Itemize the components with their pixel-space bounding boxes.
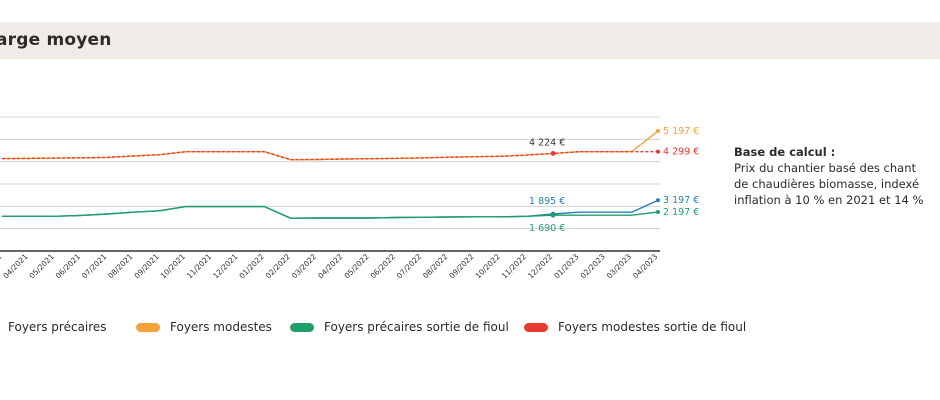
calculation-basis-note: Base de calcul : Prix du chantier basé d… [734, 144, 940, 208]
legend-label-modestes-fioul: Foyers modestes sortie de fioul [558, 320, 747, 334]
x-tick-label: 03/2022 [290, 252, 319, 281]
series-end-point [656, 128, 660, 133]
x-tick-label: 08/2022 [421, 252, 450, 281]
legend-label-precaires-fioul: Foyers précaires sortie de fioul [324, 320, 509, 334]
legend-label-modestes: Foyers modestes [170, 320, 272, 334]
calculation-basis-line-1: Prix du chantier basé des chant [734, 161, 917, 175]
section-title: arge moyen [0, 30, 112, 50]
x-tick-label: 11/2021 [185, 252, 214, 281]
legend-swatch-modestes [136, 322, 160, 332]
calculation-basis-line-2: de chaudières biomasse, indexé [734, 177, 920, 191]
x-tick-label: 01/2023 [552, 252, 581, 281]
legend-swatch-modestes-fioul [524, 322, 548, 332]
x-tick-label: 10/2022 [474, 252, 503, 281]
series-end-label: 3 197 € [663, 195, 699, 206]
annotation-marker [550, 212, 556, 218]
annotation-label: 4 224 € [529, 137, 565, 148]
legend-item-modestes: Foyers modestes [136, 320, 272, 334]
x-tick-label: 07/2021 [80, 252, 109, 281]
line-chart: 03/202104/202105/202106/202107/202108/20… [0, 116, 699, 281]
x-tick-label: 05/2022 [342, 252, 371, 281]
legend-item-modestes-fioul: Foyers modestes sortie de fioul [524, 320, 746, 334]
calculation-basis-title: Base de calcul : [734, 145, 836, 159]
x-tick-label: 05/2021 [27, 252, 56, 281]
x-tick-label: 08/2021 [106, 252, 135, 281]
chart-legend: Foyers précaires Foyers modestes Foyers … [0, 320, 940, 340]
calculation-basis-line-3: inflation à 10 % en 2021 et 14 % [734, 193, 924, 207]
legend-label-precaires: Foyers précaires [8, 320, 107, 334]
series-end-label: 2 197 € [663, 207, 699, 218]
x-tick-label: 03/2023 [605, 252, 634, 281]
series-line [2, 205, 659, 219]
x-tick-label: 12/2021 [211, 252, 240, 281]
x-tick-label: 04/2022 [316, 252, 345, 281]
x-tick-label: 12/2022 [526, 252, 555, 281]
x-tick-label: 11/2022 [500, 252, 529, 281]
annotation-label: 1 690 € [529, 223, 565, 234]
x-tick-label: 04/2021 [1, 252, 30, 281]
legend-item-precaires-fioul: Foyers précaires sortie de fioul [290, 320, 509, 334]
x-tick-label: 02/2023 [579, 252, 608, 281]
legend-swatch-precaires-fioul [290, 322, 314, 332]
annotation-marker [550, 151, 556, 156]
series-end-label: 5 197 € [663, 126, 699, 137]
x-tick-label: 01/2022 [237, 252, 266, 281]
annotation-label: 1 895 € [529, 196, 565, 207]
series-line [1, 130, 659, 161]
x-tick-label: 09/2021 [132, 252, 161, 281]
x-tick-label: 07/2022 [395, 252, 424, 281]
series-end-point [656, 198, 660, 203]
x-tick-label: 09/2022 [447, 252, 476, 281]
section-header-bar [0, 22, 940, 59]
x-tick-label: 06/2022 [369, 252, 398, 281]
series-end-point [656, 209, 660, 214]
legend-item-precaires: Foyers précaires [8, 320, 107, 334]
x-tick-label: 02/2022 [264, 252, 293, 281]
series-end-label: 4 299 € [663, 147, 699, 158]
x-tick-label: 06/2021 [54, 252, 83, 281]
x-tick-label: 04/2023 [631, 252, 660, 281]
x-tick-label: 10/2021 [159, 252, 188, 281]
series-end-point [656, 149, 660, 154]
